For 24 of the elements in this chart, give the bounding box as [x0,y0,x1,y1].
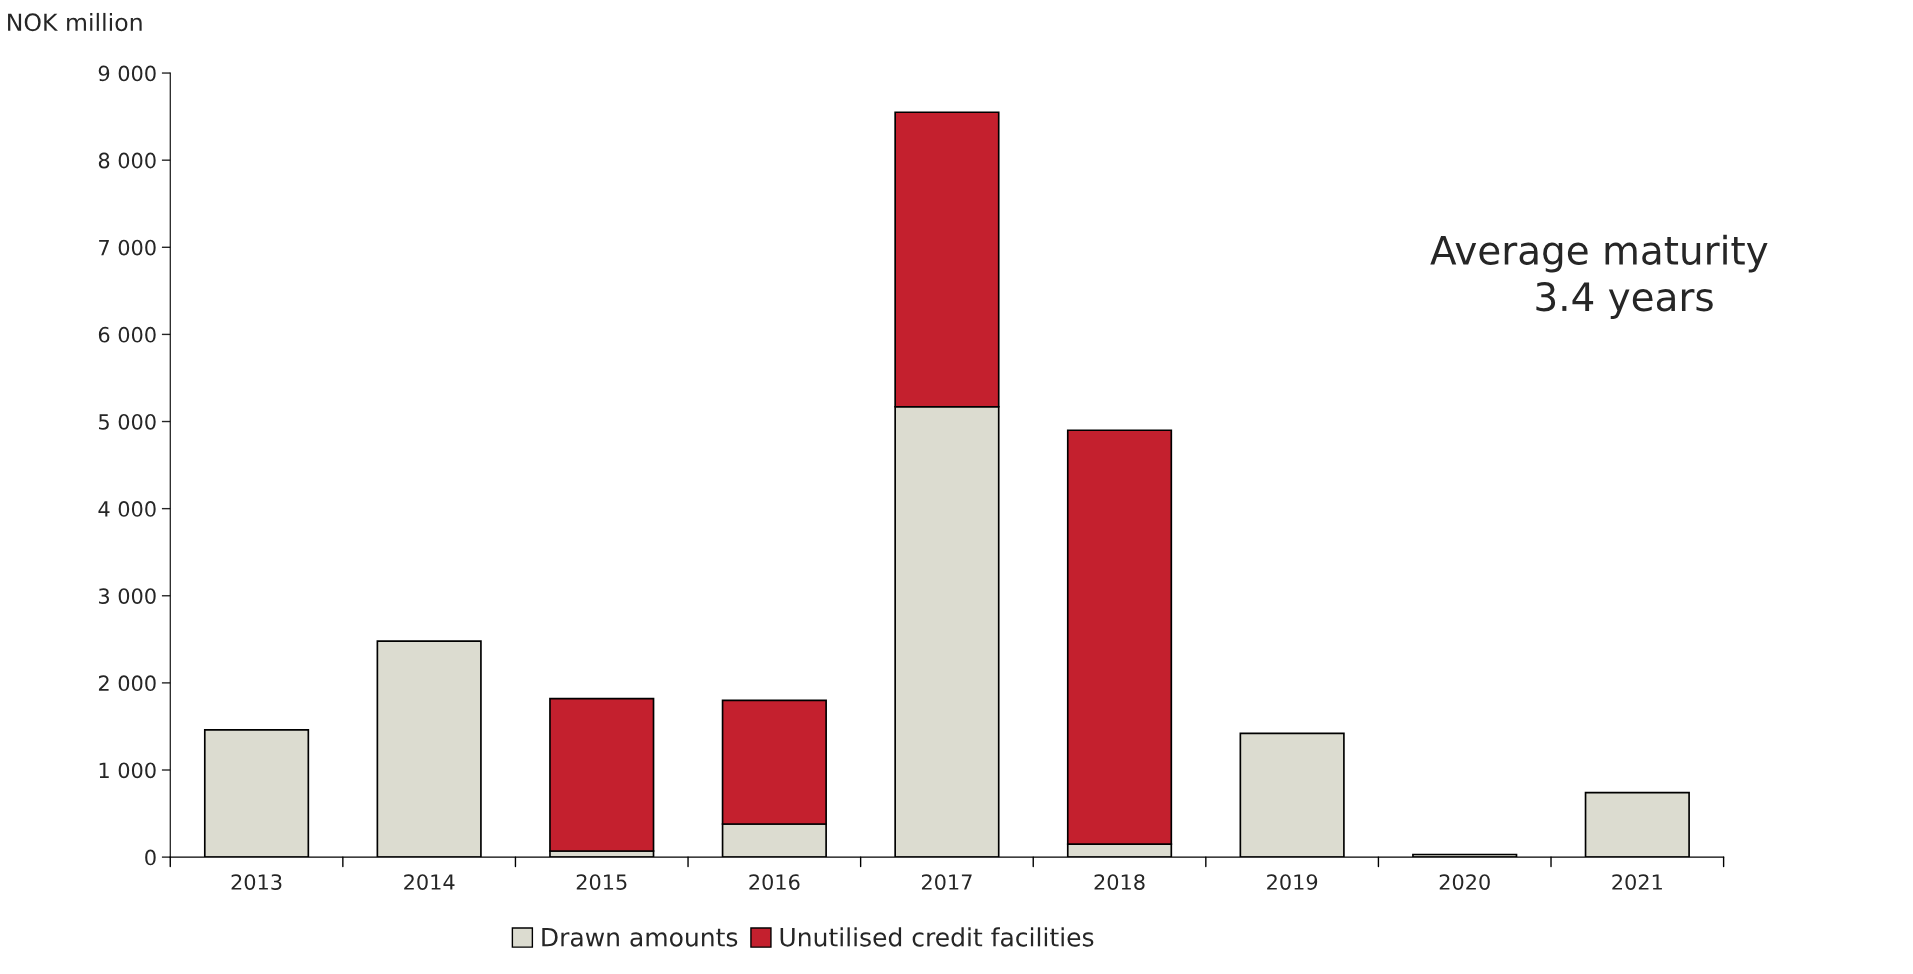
y-tick-label: 9 000 [98,65,156,82]
x-tick-label: 2020 [1439,874,1490,890]
y-tick-label: 6 000 [98,326,156,343]
y-tick-label: 2 000 [98,675,156,692]
y-tick-label: 8 000 [98,152,156,169]
bar [549,697,655,852]
y-tick-label: 5 000 [99,413,156,430]
x-tick-label: 2017 [921,874,972,890]
y-tick-label: 4 000 [98,501,156,517]
x-tick-label: 2016 [749,874,800,890]
x-tick-label: 2013 [231,874,282,890]
x-tick-label: 2015 [576,874,627,890]
y-tick-label: 1 000 [99,762,156,779]
x-tick-label: 2021 [1612,874,1662,890]
y-axis-title: NOK million [8,12,142,32]
legend-label: Unutilised credit facilities [780,927,1094,947]
x-tick-label: 2019 [1267,874,1318,890]
x-tick-label: 2018 [1094,874,1145,890]
y-tick-label: 0 [145,849,156,866]
legend-label: Drawn amounts [542,928,738,947]
y-tick-label: 7 000 [99,239,156,256]
x-tick-label: 2014 [404,874,455,890]
annotation: Average maturity 3.4 years [1430,234,1768,319]
y-tick-label: 3 000 [99,588,156,604]
